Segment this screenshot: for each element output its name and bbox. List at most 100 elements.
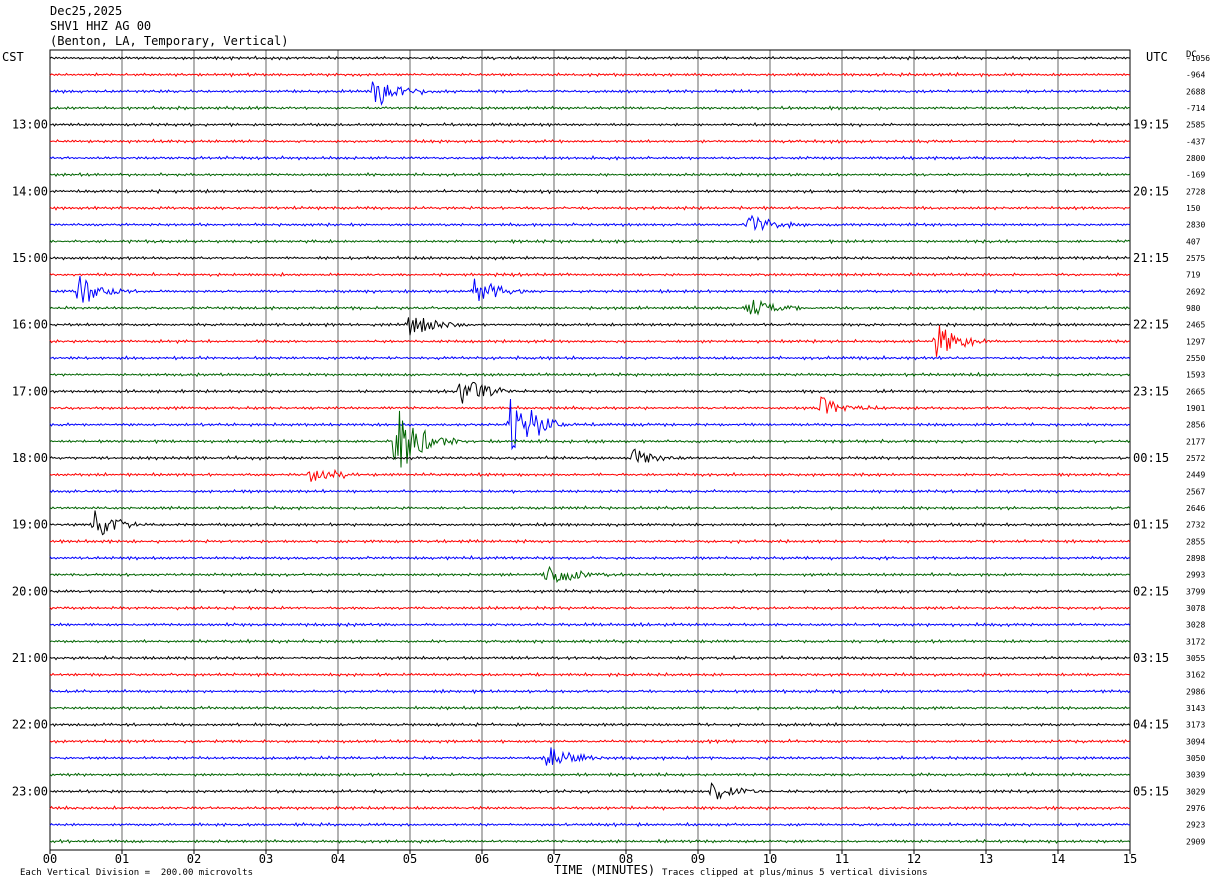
- dc-offset-label: 2177: [1186, 437, 1205, 446]
- dc-offset-label: 2800: [1186, 154, 1205, 163]
- trace-line: [49, 738, 1131, 745]
- trace-line: [49, 214, 1131, 232]
- trace-line: [49, 488, 1131, 494]
- dc-offset-label: 1901: [1186, 404, 1205, 413]
- trace-line: [49, 771, 1131, 778]
- x-tick-label: 10: [763, 852, 777, 866]
- dc-offset-label: 2692: [1186, 287, 1205, 296]
- right-hour-label: 04:15: [1133, 718, 1169, 732]
- left-hour-label: 19:00: [12, 518, 48, 532]
- trace-line: [49, 638, 1131, 644]
- x-axis-label: TIME (MINUTES): [554, 863, 656, 877]
- trace-line: [49, 317, 1131, 336]
- dc-offset-label: 980: [1186, 304, 1201, 313]
- trace-line: [49, 255, 1131, 261]
- trace-line: [49, 355, 1131, 361]
- left-hour-label: 21:00: [12, 651, 48, 665]
- trace-line: [49, 555, 1131, 561]
- dc-offset-label: 3050: [1186, 754, 1205, 763]
- x-tick-label: 03: [259, 852, 273, 866]
- dc-offset-label: 2976: [1186, 804, 1205, 813]
- trace-line: [49, 505, 1131, 511]
- trace-line: [49, 510, 1131, 536]
- dc-offset-label: 2732: [1186, 521, 1205, 530]
- right-hour-label: 22:15: [1133, 318, 1169, 332]
- header-station: SHV1 HHZ AG 00: [50, 19, 152, 33]
- trace-line: [49, 381, 1131, 404]
- right-hour-label: 23:15: [1133, 384, 1169, 398]
- dc-offset-label: 3078: [1186, 604, 1205, 613]
- dc-label: DC: [1186, 50, 1197, 60]
- plot-frame: [49, 49, 1131, 851]
- right-hour-label: 03:15: [1133, 651, 1169, 665]
- dc-offset-label: 2575: [1186, 254, 1205, 263]
- dc-offset-label: 2993: [1186, 571, 1205, 580]
- left-hour-label: 20:00: [12, 584, 48, 598]
- dc-offset-label: 3173: [1186, 721, 1205, 730]
- trace-line: [49, 299, 1131, 316]
- header-date: Dec25,2025: [50, 4, 123, 18]
- dc-offset-label: -169: [1186, 171, 1205, 180]
- left-hour-label: 17:00: [12, 384, 48, 398]
- dc-offset-label: 3094: [1186, 737, 1205, 746]
- trace-line: [49, 468, 1131, 482]
- trace-line: [49, 138, 1130, 145]
- left-hour-label: 14:00: [12, 184, 48, 198]
- trace-line: [49, 672, 1131, 678]
- left-hour-label: 23:00: [12, 784, 48, 798]
- dc-offset-label: 1593: [1186, 371, 1205, 380]
- x-tick-label: 00: [43, 852, 57, 866]
- left-timezone-label: CST: [2, 50, 24, 64]
- trace-line: [49, 821, 1131, 828]
- dc-offset-label: 3172: [1186, 637, 1205, 646]
- dc-offset-label: 3039: [1186, 771, 1205, 780]
- x-tick-label: 11: [835, 852, 849, 866]
- trace-line: [49, 205, 1131, 211]
- left-hour-label: 15:00: [12, 251, 48, 265]
- dc-offset-label: 2855: [1186, 537, 1205, 546]
- x-tick-label: 14: [1051, 852, 1065, 866]
- clip-note: Traces clipped at plus/minus 5 vertical …: [662, 868, 928, 878]
- trace-line: [49, 655, 1131, 661]
- dc-offset-label: 2585: [1186, 121, 1205, 130]
- right-hour-label: 20:15: [1133, 184, 1169, 198]
- trace-line: [49, 747, 1131, 766]
- dc-offset-label: 3029: [1186, 787, 1205, 796]
- x-tick-label: 12: [907, 852, 921, 866]
- left-hour-label: 13:00: [12, 118, 48, 132]
- right-hour-label: 02:15: [1133, 584, 1169, 598]
- right-hour-label: 21:15: [1133, 251, 1169, 265]
- dc-offset-label: 719: [1186, 271, 1201, 280]
- dc-offset-label: 3055: [1186, 654, 1205, 663]
- dc-offset-label: 2923: [1186, 821, 1205, 830]
- dc-offset-label: 2898: [1186, 554, 1205, 563]
- dc-offset-label: -714: [1186, 104, 1205, 113]
- trace-line: [49, 275, 1131, 303]
- dc-offset-label: 2728: [1186, 187, 1205, 196]
- trace-line: [49, 588, 1131, 595]
- right-hour-label: 05:15: [1133, 784, 1169, 798]
- trace-line: [49, 398, 1131, 451]
- x-tick-label: 05: [403, 852, 417, 866]
- dc-offset-label: 1297: [1186, 337, 1205, 346]
- trace-line: [49, 705, 1131, 711]
- trace-line: [49, 688, 1131, 695]
- right-timezone-label: UTC: [1146, 50, 1168, 64]
- trace-line: [49, 396, 1131, 414]
- dc-offset-label: -964: [1186, 71, 1205, 80]
- dc-offset-label: 2572: [1186, 454, 1205, 463]
- trace-line: [49, 721, 1131, 728]
- dc-offset-label: 3028: [1186, 621, 1205, 630]
- dc-offset-label: 2665: [1186, 387, 1205, 396]
- dc-offset-label: -437: [1186, 137, 1205, 146]
- trace-line: [49, 782, 1131, 800]
- dc-offset-label: 407: [1186, 237, 1201, 246]
- x-tick-label: 08: [619, 852, 633, 866]
- x-tick-label: 01: [115, 852, 129, 866]
- trace-line: [49, 188, 1131, 195]
- dc-offset-label: 3162: [1186, 671, 1205, 680]
- dc-offset-label: 2646: [1186, 504, 1205, 513]
- trace-line: [49, 605, 1131, 611]
- dc-offset-label: 2830: [1186, 221, 1205, 230]
